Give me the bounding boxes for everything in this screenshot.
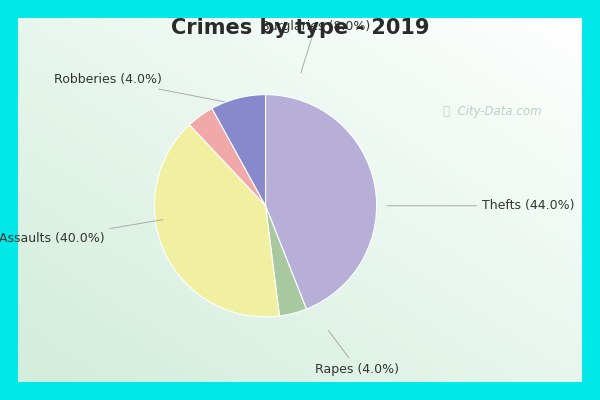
Wedge shape — [266, 206, 307, 316]
Text: Rapes (4.0%): Rapes (4.0%) — [316, 330, 400, 376]
Text: ⓘ  City-Data.com: ⓘ City-Data.com — [443, 106, 541, 118]
Wedge shape — [154, 125, 280, 317]
Text: Burglaries (8.0%): Burglaries (8.0%) — [261, 20, 370, 73]
Text: Thefts (44.0%): Thefts (44.0%) — [387, 199, 575, 212]
Text: Assaults (40.0%): Assaults (40.0%) — [0, 220, 163, 245]
Text: Crimes by type - 2019: Crimes by type - 2019 — [171, 18, 429, 38]
Wedge shape — [190, 108, 266, 206]
Text: Robberies (4.0%): Robberies (4.0%) — [54, 73, 224, 102]
Wedge shape — [266, 95, 377, 309]
Wedge shape — [212, 95, 266, 206]
